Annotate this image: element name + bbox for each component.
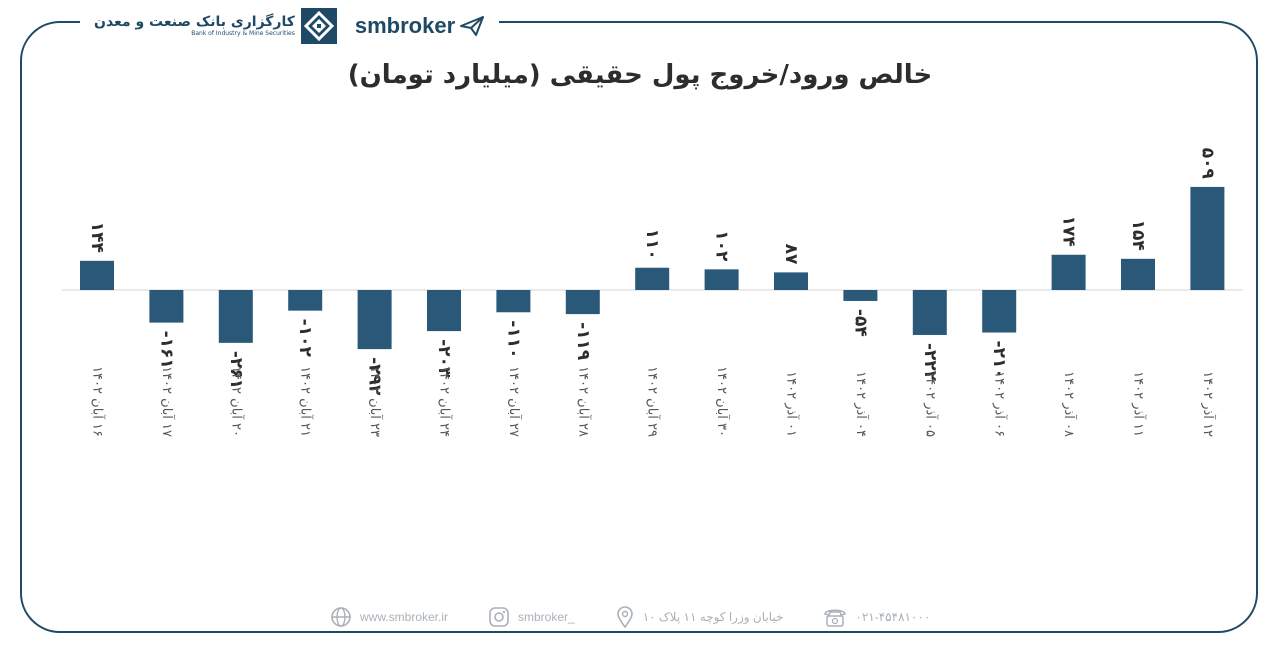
category-tick-label: ۰۸ آذر ۱۴۰۲ bbox=[1061, 371, 1078, 437]
data-label: -۲۹۲ bbox=[365, 357, 385, 396]
address-text: خیابان وزرا کوچه ۱۱ پلاک ۱۰ bbox=[642, 610, 784, 624]
category-tick-label: ۳۰ آبان ۱۴۰۲ bbox=[714, 366, 731, 437]
category-tick-label: ۰۴ آذر ۱۴۰۲ bbox=[853, 371, 870, 437]
data-label: ۵۰۹ bbox=[1197, 148, 1217, 180]
bar bbox=[565, 290, 600, 315]
bar bbox=[496, 290, 531, 313]
bank-logo: کارگزاری بانک صنعت و معدن Bank of Indust… bbox=[94, 8, 337, 44]
bar bbox=[912, 290, 947, 335]
footer-instagram[interactable]: smbroker_ bbox=[488, 606, 575, 628]
category-tick-label: ۲۱ آبان ۱۴۰۲ bbox=[298, 366, 315, 437]
bar bbox=[80, 260, 114, 290]
bar bbox=[1121, 258, 1155, 290]
bar bbox=[357, 290, 392, 350]
data-label: ۱۵۴ bbox=[1128, 220, 1148, 251]
category-tick-label: ۰۱ آذر ۱۴۰۲ bbox=[784, 371, 801, 437]
category-tick-label: ۲۷ آبان ۱۴۰۲ bbox=[506, 366, 523, 437]
smbroker-logo: smbroker bbox=[355, 13, 485, 39]
data-label: ۱۷۴ bbox=[1059, 216, 1079, 247]
globe-icon bbox=[331, 607, 351, 627]
category-tick-label: ۲۴ آبان ۱۴۰۲ bbox=[437, 366, 454, 437]
data-label: ۱۱۰ bbox=[642, 229, 662, 260]
bar bbox=[635, 267, 670, 290]
data-label: -۱۱۹ bbox=[573, 322, 593, 361]
category-tick-label: ۱۷ آبان ۱۴۰۲ bbox=[159, 366, 176, 437]
bank-name-en: Bank of Industry & Mine Securities bbox=[191, 30, 295, 37]
website-text: www.smbroker.ir bbox=[360, 610, 449, 624]
brand-header: کارگزاری بانک صنعت و معدن Bank of Indust… bbox=[80, 0, 500, 52]
data-label: ۱۴۴ bbox=[87, 222, 107, 253]
data-label: -۲۰۳ bbox=[434, 339, 454, 378]
category-tick-label: ۱۲ آذر ۱۴۰۲ bbox=[1200, 371, 1217, 437]
category-tick-label: ۱۱ آذر ۱۴۰۲ bbox=[1131, 371, 1148, 437]
bar bbox=[218, 290, 253, 343]
data-label: ۱۰۲ bbox=[712, 230, 732, 262]
category-tick-label: ۲۰ آبان ۱۴۰۲ bbox=[228, 366, 245, 437]
bar bbox=[427, 290, 461, 332]
bank-name-fa: کارگزاری بانک صنعت و معدن bbox=[94, 14, 295, 30]
category-tick-label: ۲۳ آبان ۱۴۰۲ bbox=[367, 366, 384, 437]
category-tick-label: ۲۹ آبان ۱۴۰۲ bbox=[645, 366, 662, 437]
category-tick-label: ۰۵ آذر ۱۴۰۲ bbox=[922, 371, 939, 437]
bar bbox=[843, 290, 878, 301]
data-label: -۱۶۱ bbox=[156, 331, 176, 369]
paper-plane-icon bbox=[460, 16, 485, 36]
footer-website[interactable]: www.smbroker.ir bbox=[330, 606, 448, 628]
location-pin-icon bbox=[616, 606, 633, 629]
instagram-icon bbox=[489, 607, 509, 627]
bar bbox=[1190, 186, 1225, 290]
category-tick-label: ۰۶ آذر ۱۴۰۲ bbox=[992, 371, 1009, 437]
data-label: -۵۴ bbox=[850, 309, 870, 337]
footer: www.smbroker.ir smbroker_ خیابان وزرا کو… bbox=[330, 604, 930, 630]
footer-phone[interactable]: ۰۲۱-۴۵۴۸۱۰۰۰ bbox=[823, 606, 930, 628]
bank-emblem-icon bbox=[300, 8, 337, 44]
telephone-icon bbox=[824, 609, 847, 627]
footer-address: خیابان وزرا کوچه ۱۱ پلاک ۱۰ bbox=[615, 605, 784, 629]
smbroker-wordmark: smbroker bbox=[354, 13, 456, 38]
data-label: -۱۰۲ bbox=[295, 319, 315, 358]
bar bbox=[1051, 254, 1086, 290]
data-label: -۲۶۱ bbox=[226, 351, 246, 389]
bar bbox=[149, 290, 184, 323]
category-tick-label: ۱۶ آبان ۱۴۰۲ bbox=[90, 366, 107, 437]
data-label: -۲۲۲ bbox=[920, 343, 940, 382]
bar bbox=[704, 269, 739, 290]
bar bbox=[774, 272, 808, 290]
chart-title: خالص ورود/خروج پول حقیقی (میلیارد تومان) bbox=[347, 60, 933, 90]
instagram-text: smbroker_ bbox=[518, 610, 575, 624]
data-label: -۱۱۰ bbox=[503, 320, 523, 358]
bar bbox=[982, 290, 1017, 333]
phone-text: ۰۲۱-۴۵۴۸۱۰۰۰ bbox=[855, 610, 931, 624]
bar bbox=[288, 290, 323, 311]
category-tick-label: ۲۸ آبان ۱۴۰۲ bbox=[575, 366, 592, 437]
data-label: -۲۱۰ bbox=[989, 341, 1009, 379]
data-label: ۸۷ bbox=[781, 244, 801, 265]
